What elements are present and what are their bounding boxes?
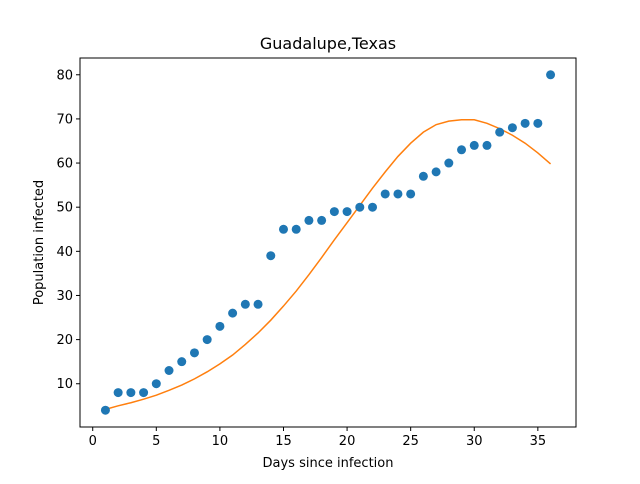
data-point <box>342 207 352 217</box>
data-point <box>291 224 301 234</box>
data-point <box>355 202 365 212</box>
x-tick-label: 10 <box>212 434 229 449</box>
y-tick-label: 80 <box>56 68 73 83</box>
data-point <box>368 202 378 212</box>
data-point <box>113 388 123 398</box>
y-tick-label: 70 <box>56 112 73 127</box>
x-tick-label: 35 <box>530 434 547 449</box>
data-point <box>457 145 467 155</box>
x-tick-label: 30 <box>466 434 483 449</box>
data-point <box>151 379 161 389</box>
y-tick-label: 10 <box>56 377 73 392</box>
data-point <box>126 388 136 398</box>
x-tick-label: 15 <box>275 434 292 449</box>
data-point <box>139 388 149 398</box>
data-point <box>393 189 403 199</box>
data-point <box>329 207 339 217</box>
data-point <box>240 299 250 309</box>
data-point <box>469 140 479 150</box>
chart-title: Guadalupe,Texas <box>260 34 396 53</box>
x-axis-ticks: 0 5 10 15 20 25 30 35 <box>89 427 547 449</box>
plot-frame <box>79 57 577 428</box>
data-point <box>304 215 314 225</box>
data-point <box>482 140 492 150</box>
y-axis-ticks: 10 20 30 40 50 60 70 80 <box>56 68 80 392</box>
y-axis-label: Population infected <box>32 180 47 305</box>
data-point <box>431 167 441 177</box>
data-point <box>164 366 174 376</box>
x-tick-label: 25 <box>402 434 419 449</box>
y-tick-label: 40 <box>56 245 73 260</box>
data-point <box>317 215 327 225</box>
x-tick-label: 20 <box>339 434 356 449</box>
data-point <box>507 123 517 133</box>
data-point <box>278 224 288 234</box>
data-point <box>189 348 199 358</box>
data-point <box>215 321 225 331</box>
data-point <box>533 118 543 128</box>
x-tick-label: 0 <box>89 434 97 449</box>
data-point <box>406 189 416 199</box>
data-point <box>177 357 187 367</box>
data-point <box>266 251 276 261</box>
y-tick-label: 60 <box>56 157 73 172</box>
plot-layer <box>100 70 556 415</box>
data-point <box>228 308 238 318</box>
x-axis-label: Days since infection <box>263 456 394 471</box>
data-point <box>253 299 263 309</box>
data-point <box>546 70 556 80</box>
y-tick-label: 20 <box>56 333 73 348</box>
data-point <box>100 405 110 415</box>
data-point <box>444 158 454 168</box>
data-point <box>380 189 390 199</box>
data-point <box>520 118 530 128</box>
y-tick-label: 50 <box>56 201 73 216</box>
fit-curve <box>105 119 552 411</box>
x-tick-label: 5 <box>152 434 160 449</box>
y-tick-label: 30 <box>56 289 73 304</box>
data-point <box>202 335 212 345</box>
data-point <box>418 171 428 181</box>
data-point <box>495 127 505 137</box>
